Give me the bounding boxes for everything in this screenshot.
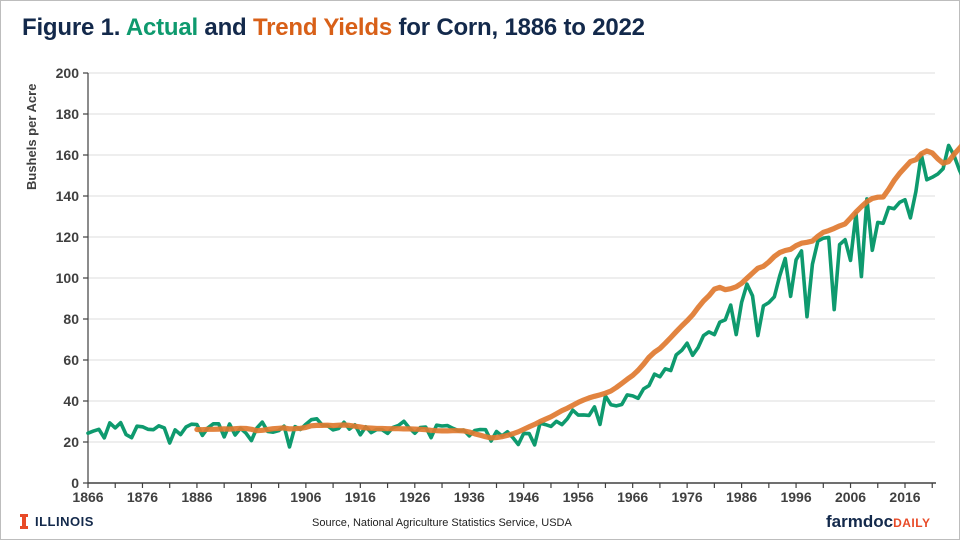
series-trend [194, 143, 960, 441]
chart-title: Figure 1. Actual and Trend Yields for Co… [22, 14, 645, 42]
y-tick-label: 140 [56, 188, 80, 204]
x-tick-label: 1886 [181, 489, 212, 505]
x-tick-label: 1976 [672, 489, 703, 505]
x-tick-label: 1936 [454, 489, 485, 505]
title-actual: Actual [125, 14, 198, 41]
y-tick-label: 80 [63, 311, 79, 327]
y-tick-label: 100 [56, 270, 80, 286]
y-tick-label: 60 [63, 352, 79, 368]
x-axis-ticks: 1866 1876 1886 1896 1906 1916 1926 1936 1946 1956… [72, 483, 933, 505]
x-tick-label: 1986 [726, 489, 757, 505]
x-tick-label: 1916 [345, 489, 376, 505]
x-tick-label: 1946 [508, 489, 539, 505]
x-tick-label: 1876 [127, 489, 158, 505]
x-tick-label: 1956 [563, 489, 594, 505]
x-tick-label: 2016 [889, 489, 920, 505]
y-tick-label: 0 [71, 475, 79, 491]
series-actual [86, 143, 960, 449]
x-tick-label: 1966 [617, 489, 648, 505]
title-trend: Trend Yields [252, 14, 392, 41]
title-and: and [197, 14, 253, 41]
daily-logo-text: DAILY [893, 516, 931, 530]
y-tick-label: 160 [56, 147, 80, 163]
y-tick-label: 180 [56, 106, 80, 122]
x-tick-label: 1996 [780, 489, 811, 505]
title-prefix: Figure 1. [22, 14, 126, 41]
title-suffix: for Corn, 1886 to 2022 [391, 14, 645, 41]
x-tick-label: 1906 [290, 489, 321, 505]
gridlines [88, 72, 935, 443]
y-tick-label: 120 [56, 229, 80, 245]
farmdoc-logo-text: farmdoc [826, 512, 894, 531]
illinois-logo: ILLINOIS [20, 514, 94, 529]
block-i-icon [20, 514, 28, 529]
x-tick-label: 1926 [399, 489, 430, 505]
y-tick-label: 200 [56, 65, 80, 81]
x-tick-label: 2006 [835, 489, 866, 505]
y-tick-label: 20 [63, 434, 79, 450]
farmdoc-daily-logo: farmdocDAILY [826, 512, 930, 532]
y-axis-ticks: 0 20 40 60 80 100 120 140 160 180 200 [56, 65, 88, 491]
illinois-logo-text: ILLINOIS [35, 514, 94, 529]
x-tick-label: 1866 [72, 489, 103, 505]
x-tick-label: 1896 [236, 489, 267, 505]
y-tick-label: 40 [63, 393, 79, 409]
source-note: Source, National Agriculture Statistics … [312, 517, 572, 529]
actual-line [86, 143, 960, 449]
